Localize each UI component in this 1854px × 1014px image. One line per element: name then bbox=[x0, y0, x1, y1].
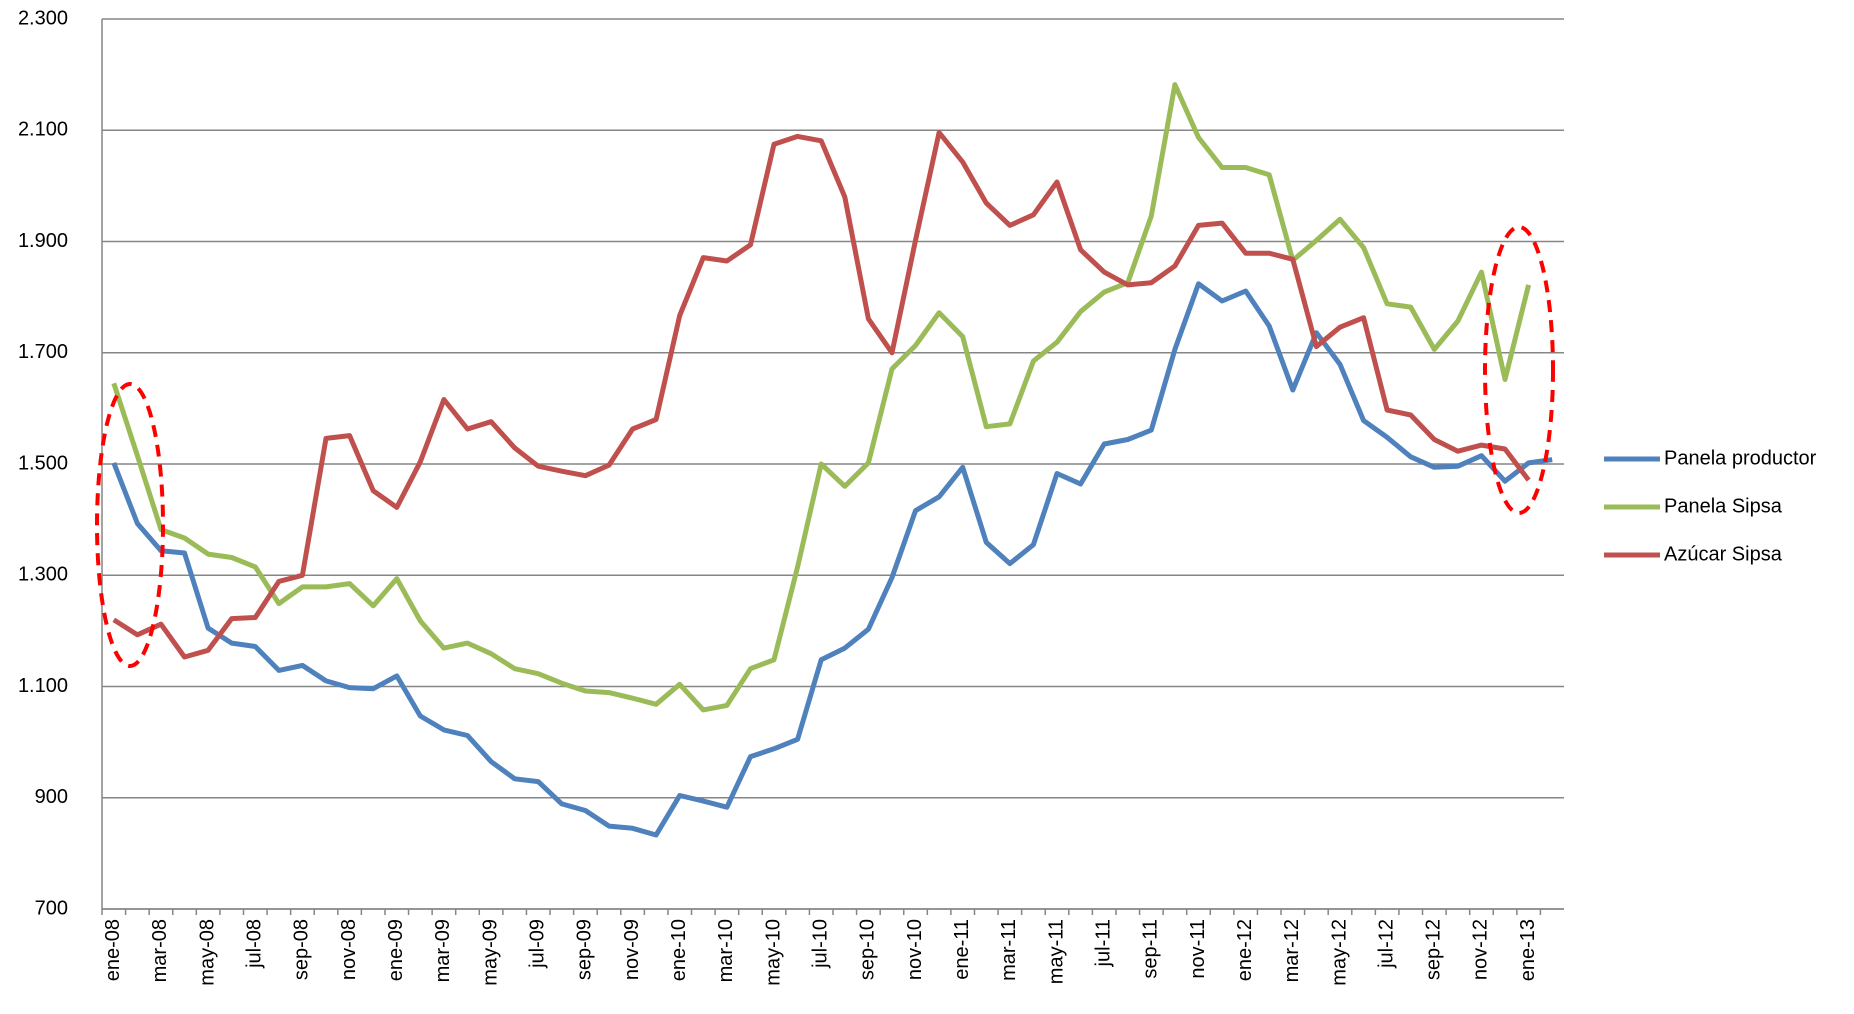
x-tick-label: ene-09 bbox=[385, 919, 407, 981]
x-tick-label: ene-10 bbox=[668, 919, 690, 981]
y-tick-label: 1.300 bbox=[18, 564, 68, 586]
x-tick-label: jul-11 bbox=[1092, 919, 1114, 967]
x-tick-label: nov-11 bbox=[1187, 919, 1209, 979]
x-tick-label: sep-09 bbox=[574, 919, 596, 980]
x-tick-label: sep-12 bbox=[1423, 919, 1445, 980]
x-tick-label: ene-08 bbox=[102, 919, 124, 981]
x-tick-label: nov-08 bbox=[338, 919, 360, 980]
series-line bbox=[111, 82, 1532, 713]
legend-label: Panela productor bbox=[1664, 447, 1817, 469]
x-tick-label: ene-13 bbox=[1517, 919, 1539, 981]
x-tick-label: ene-11 bbox=[951, 919, 973, 980]
x-tick-label: may-09 bbox=[479, 919, 501, 986]
x-tick-label: nov-10 bbox=[904, 919, 926, 980]
x-tick-label: mar-08 bbox=[149, 919, 171, 982]
y-tick-label: 2.300 bbox=[18, 7, 68, 29]
x-tick-label: sep-08 bbox=[291, 919, 313, 980]
y-tick-label: 700 bbox=[35, 897, 68, 919]
series-line bbox=[111, 281, 1553, 838]
x-tick-label: sep-10 bbox=[857, 919, 879, 980]
x-tick-label: nov-09 bbox=[621, 919, 643, 980]
x-tick-label: may-11 bbox=[1045, 919, 1067, 984]
x-tick-label: jul-08 bbox=[244, 919, 266, 969]
y-tick-label: 2.100 bbox=[18, 119, 68, 141]
x-tick-label: mar-09 bbox=[432, 919, 454, 982]
x-tick-label: nov-12 bbox=[1470, 919, 1492, 980]
y-tick-label: 1.900 bbox=[18, 230, 68, 252]
x-tick-label: jul-10 bbox=[809, 919, 831, 969]
y-tick-label: 1.100 bbox=[18, 675, 68, 697]
y-tick-label: 900 bbox=[35, 786, 68, 808]
x-tick-label: jul-09 bbox=[527, 919, 549, 969]
y-tick-label: 1.700 bbox=[18, 341, 68, 363]
legend-label: Azúcar Sipsa bbox=[1664, 543, 1783, 565]
x-tick-label: mar-12 bbox=[1281, 919, 1303, 982]
x-tick-label: mar-10 bbox=[715, 919, 737, 982]
x-tick-label: may-10 bbox=[762, 919, 784, 986]
x-tick-label: may-08 bbox=[196, 919, 218, 986]
highlight-ellipse bbox=[1483, 225, 1555, 515]
x-tick-label: mar-11 bbox=[998, 919, 1020, 981]
y-tick-label: 1.500 bbox=[18, 452, 68, 474]
legend-label: Panela Sipsa bbox=[1664, 495, 1783, 517]
x-tick-label: ene-12 bbox=[1234, 919, 1256, 981]
x-tick-label: jul-12 bbox=[1375, 919, 1397, 969]
x-tick-label: may-12 bbox=[1328, 919, 1350, 986]
x-tick-label: sep-11 bbox=[1140, 919, 1162, 979]
series-line bbox=[112, 130, 1531, 660]
highlight-ellipse bbox=[95, 382, 165, 668]
